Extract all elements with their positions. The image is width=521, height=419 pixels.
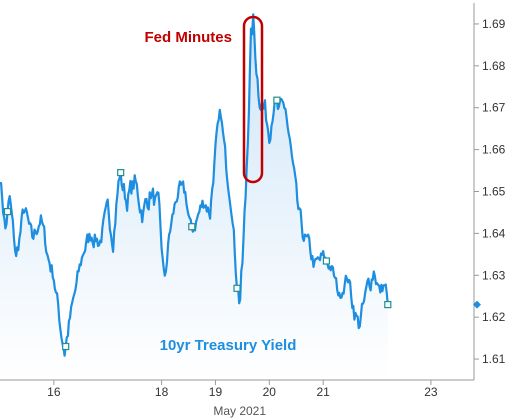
y-tick-label: 1.69 (482, 17, 506, 31)
plot-area (0, 13, 392, 381)
last-value-marker (473, 300, 481, 309)
y-tick-label: 1.64 (482, 226, 506, 240)
annotations: Fed Minutes 10yr Treasury Yield (144, 15, 297, 354)
data-marker (3, 208, 12, 216)
series-area (0, 14, 388, 381)
x-tick-label: 18 (155, 385, 169, 399)
data-marker (117, 169, 125, 177)
x-tick-label: 23 (424, 385, 438, 399)
y-tick-label: 1.66 (482, 143, 506, 157)
y-tick-label: 1.67 (482, 101, 506, 115)
axes: 1.61 1.62 1.63 1.64 1.65 1.66 1.67 1.68 1.69 16 18… (0, 3, 506, 418)
x-tick-label: 16 (47, 385, 61, 399)
x-tick-label: 20 (263, 385, 277, 399)
annotation-series-label: 10yr Treasury Yield (160, 337, 297, 354)
data-marker (188, 223, 196, 231)
x-tick-label: 21 (317, 385, 331, 399)
data-marker (384, 301, 392, 309)
y-tick-label: 1.61 (482, 352, 506, 366)
y-tick-label: 1.65 (482, 185, 506, 199)
data-marker (322, 257, 330, 265)
data-marker (62, 342, 70, 351)
x-tick-label: 19 (209, 385, 223, 399)
data-marker (233, 284, 241, 292)
data-marker (273, 96, 281, 104)
x-axis-title: May 2021 (213, 404, 266, 418)
annotation-fed-minutes: Fed Minutes (144, 29, 232, 46)
fed-minutes-highlight (242, 15, 264, 184)
y-tick-label: 1.68 (482, 59, 506, 73)
y-tick-label: 1.62 (482, 310, 506, 324)
y-tick-label: 1.63 (482, 268, 506, 282)
